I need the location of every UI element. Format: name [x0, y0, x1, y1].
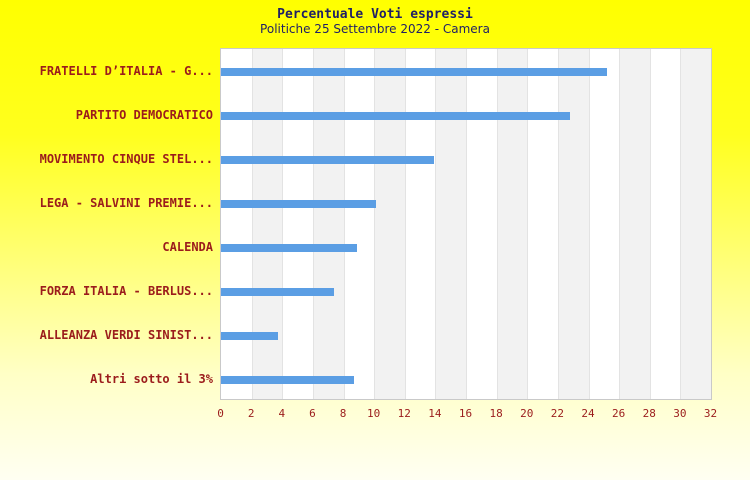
- x-tick-label: 10: [367, 407, 381, 420]
- bar-6: [221, 288, 335, 296]
- plot-band: [588, 49, 620, 399]
- x-tick-label: 12: [397, 407, 411, 420]
- plot-band: [343, 49, 375, 399]
- bar-7: [221, 332, 278, 340]
- x-tick-label: 4: [278, 407, 286, 420]
- x-tick-label: 16: [458, 407, 473, 420]
- x-tick-label: 14: [428, 407, 442, 420]
- bar-2: [221, 112, 571, 120]
- bar-3: [221, 156, 434, 164]
- category-label: PARTITO DEMOCRATICO: [75, 108, 213, 122]
- x-tick-label: 18: [489, 407, 503, 420]
- category-label: FORZA ITALIA - BERLUS...: [39, 284, 213, 298]
- plot-band: [496, 49, 528, 399]
- plot-band: [404, 49, 436, 399]
- plot-band: [680, 49, 711, 399]
- x-tick-label: 28: [642, 407, 656, 420]
- bar-4: [221, 200, 376, 208]
- category-label: Altri sotto il 3%: [90, 372, 213, 386]
- plot-band: [527, 49, 558, 399]
- x-tick-label: 24: [581, 407, 595, 420]
- category-label: ALLEANZA VERDI SINIST...: [39, 328, 213, 342]
- x-tick-label: 0: [217, 407, 224, 420]
- category-label: FRATELLI D’ITALIA - G...: [39, 64, 213, 78]
- bar-5: [221, 244, 358, 252]
- x-tick-label: 22: [550, 407, 564, 420]
- plot-band: [221, 49, 252, 399]
- plot-band: [282, 49, 313, 399]
- x-tick-label: 32: [703, 407, 718, 420]
- plot-band: [374, 49, 405, 399]
- category-label: CALENDA: [162, 240, 213, 254]
- plot-band: [649, 49, 681, 399]
- x-tick-label: 26: [612, 407, 626, 420]
- plot-band: [251, 49, 283, 399]
- plot-band: [312, 49, 344, 399]
- category-label: LEGA - SALVINI PREMIE...: [39, 196, 213, 210]
- plot-band: [435, 49, 466, 399]
- x-tick-label: 20: [520, 407, 534, 420]
- plot-band: [557, 49, 589, 399]
- chart-title: Percentuale Voti espressi: [277, 7, 473, 22]
- chart-subtitle: Politiche 25 Settembre 2022 - Camera: [260, 22, 490, 36]
- plot-band: [619, 49, 650, 399]
- x-tick-label: 2: [247, 407, 255, 420]
- x-tick-label: 8: [339, 407, 347, 420]
- bar-8: [221, 376, 355, 384]
- category-label: MOVIMENTO CINQUE STEL...: [39, 152, 213, 166]
- bar-1: [221, 68, 607, 76]
- plot-band: [466, 49, 497, 399]
- plot-area: [220, 48, 712, 400]
- x-tick-label: 30: [673, 407, 687, 420]
- x-tick-label: 6: [309, 407, 316, 420]
